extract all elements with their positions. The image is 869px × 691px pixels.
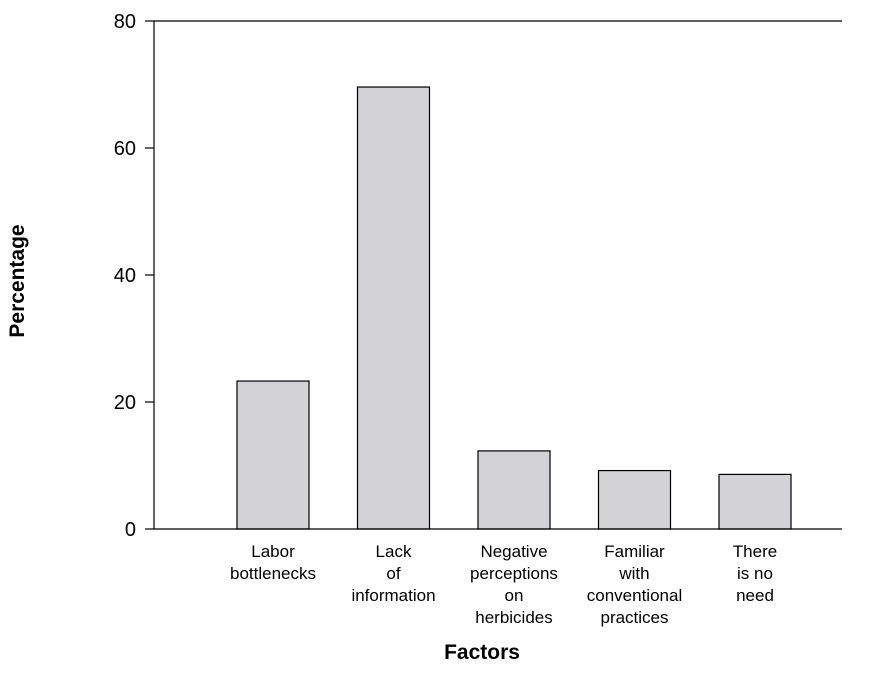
x-category-label-line: is no xyxy=(737,564,773,583)
x-category-label-line: Negative xyxy=(480,542,547,561)
bar xyxy=(236,380,310,530)
x-category-label-line: bottlenecks xyxy=(230,564,316,583)
y-tick-label: 80 xyxy=(114,11,136,33)
x-category-label: There is no need xyxy=(733,542,777,605)
x-category-label-line: practices xyxy=(600,608,668,627)
x-category-label: Labor bottlenecks xyxy=(230,542,316,583)
bar xyxy=(477,450,551,530)
y-axis-title: Percentage xyxy=(6,224,29,337)
x-category-label-line: perceptions xyxy=(470,564,558,583)
x-category-label-line: need xyxy=(736,586,774,605)
x-category-label-line: information xyxy=(351,586,435,605)
y-tick-label: 60 xyxy=(114,138,136,160)
axes-layer xyxy=(145,20,842,530)
x-category-label-line: There xyxy=(733,542,777,561)
y-tick-label: 40 xyxy=(114,265,136,287)
x-category-label-line: conventional xyxy=(587,586,682,605)
x-category-label: Negative perceptions on herbicides xyxy=(470,542,558,627)
x-category-label-line: herbicides xyxy=(475,608,553,627)
x-category-label-line: Familiar xyxy=(604,542,665,561)
x-category-label-line: Lack xyxy=(376,542,412,561)
bar xyxy=(718,473,792,530)
x-category-label: Lack of information xyxy=(351,542,435,605)
labels-layer: 0 20 40 60 80 Labor bottlenecks Lack of informati… xyxy=(114,11,777,627)
y-tick-label: 0 xyxy=(125,519,136,541)
x-category-label-line: with xyxy=(618,564,649,583)
y-tick-label: 20 xyxy=(114,392,136,414)
x-category-label-line: of xyxy=(386,564,400,583)
bar xyxy=(356,86,431,530)
x-axis-title: Factors xyxy=(444,641,520,664)
x-category-label: Familiar with conventional practices xyxy=(587,542,682,627)
x-category-label-line: on xyxy=(505,586,524,605)
bar xyxy=(597,469,672,530)
x-category-label-line: Labor xyxy=(251,542,295,561)
bars-layer xyxy=(236,86,792,530)
